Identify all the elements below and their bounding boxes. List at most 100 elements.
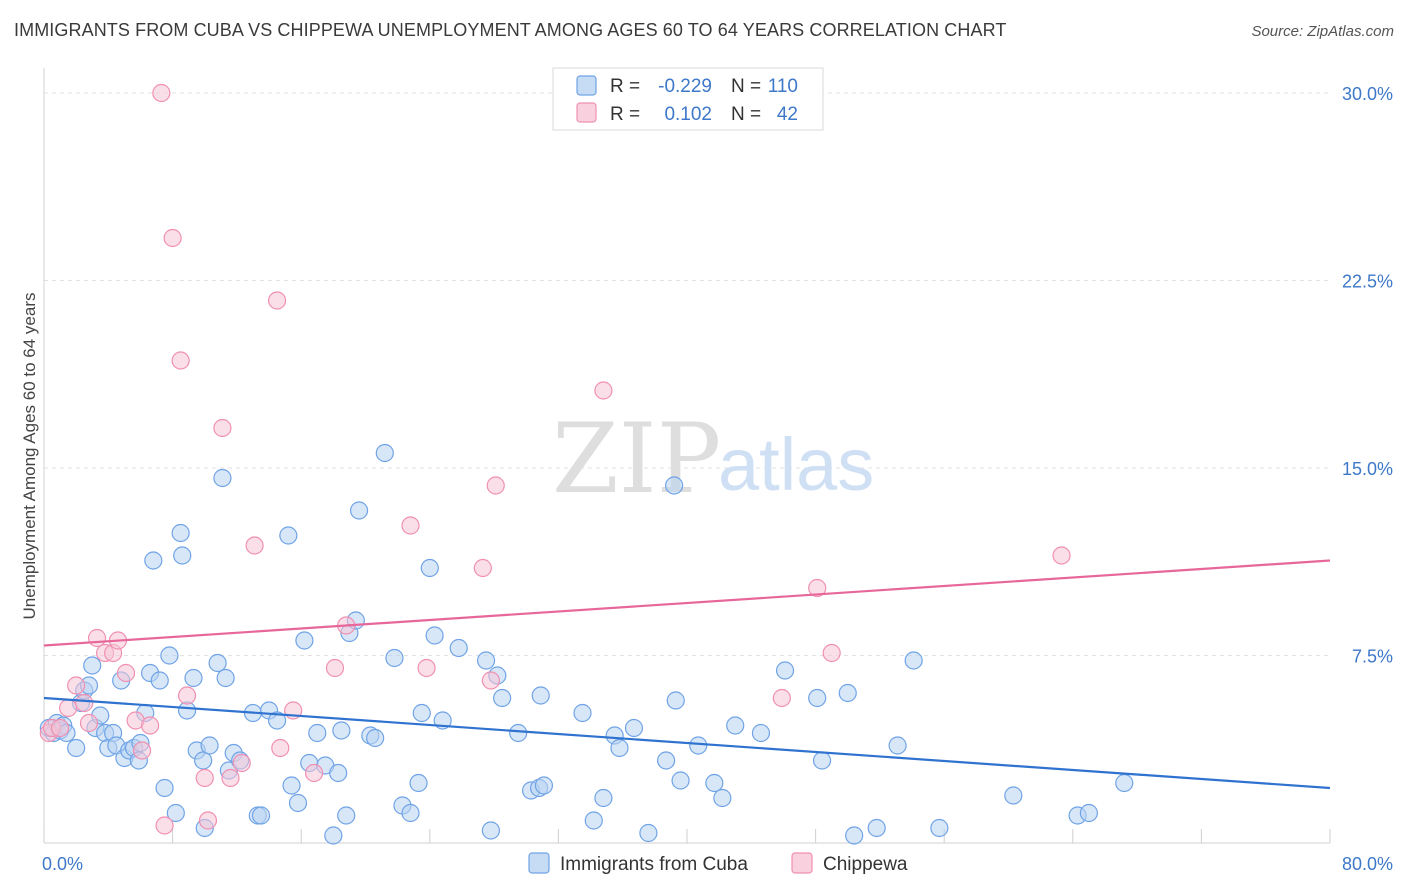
stats-box-frame: [552, 67, 824, 131]
point-chippewa-25: [245, 536, 264, 555]
point-cuba-111: [1079, 803, 1098, 823]
legend: Immigrants from Cuba Chippewa: [528, 852, 908, 875]
point-chippewa-2: [50, 718, 70, 738]
y-tick-label-0: 7.5%: [1352, 647, 1393, 667]
point-cuba-70: [412, 703, 431, 723]
point-cuba-26: [150, 671, 169, 690]
watermark-zip: ZIP: [552, 403, 721, 515]
point-chippewa-6: [79, 713, 99, 733]
point-chippewa-39: [808, 578, 827, 598]
stats-n-value-cuba: 110: [768, 76, 798, 97]
point-cuba-97: [713, 788, 732, 808]
grid-lines: [44, 92, 1330, 656]
point-cuba-75: [476, 651, 496, 670]
y-tick-labels: 7.5% 15.0% 22.5% 30.0%: [1342, 84, 1393, 667]
point-cuba-100: [775, 661, 795, 680]
point-chippewa-24: [232, 753, 251, 773]
y-tick-label-3: 30.0%: [1342, 84, 1393, 104]
point-cuba-58: [332, 721, 351, 740]
point-cuba-48: [267, 711, 287, 730]
point-cuba-103: [838, 683, 857, 703]
point-chippewa-41: [1052, 546, 1071, 565]
point-cuba-59: [337, 806, 356, 825]
point-cuba-108: [930, 818, 949, 838]
y-tick-label-1: 15.0%: [1342, 459, 1393, 479]
point-cuba-102: [812, 751, 832, 770]
point-cuba-64: [366, 728, 385, 748]
point-cuba-76: [481, 821, 500, 840]
point-cuba-74: [449, 638, 468, 658]
point-cuba-10: [83, 656, 102, 675]
point-cuba-40: [216, 668, 235, 688]
point-chippewa-3: [59, 698, 78, 718]
point-cuba-25: [144, 551, 163, 570]
point-chippewa-11: [116, 663, 136, 683]
point-chippewa-21: [198, 811, 218, 830]
point-chippewa-16: [155, 816, 174, 835]
stats-n-value-chippewa: 42: [777, 104, 798, 125]
point-chippewa-34: [473, 558, 492, 578]
y-tick-label-2: 22.5%: [1342, 272, 1393, 292]
point-chippewa-26: [267, 291, 287, 310]
point-cuba-51: [288, 793, 308, 813]
point-cuba-30: [171, 523, 190, 543]
point-chippewa-35: [481, 671, 500, 690]
point-cuba-101: [808, 688, 827, 708]
x-tick-label-0: 0.0%: [42, 854, 83, 874]
point-chippewa-36: [486, 476, 505, 495]
point-chippewa-22: [213, 418, 232, 438]
point-cuba-90: [639, 823, 658, 843]
point-cuba-56: [324, 826, 343, 845]
stats-r-label-chippewa: R =: [610, 104, 640, 125]
stats-n-label-cuba: N =: [731, 76, 761, 97]
point-cuba-28: [160, 646, 179, 665]
point-cuba-72: [425, 626, 444, 645]
point-chippewa-40: [822, 643, 841, 663]
point-cuba-104: [845, 826, 864, 845]
point-cuba-50: [282, 776, 301, 795]
point-cuba-29: [166, 803, 185, 823]
legend-swatch-chippewa: [791, 852, 813, 874]
stats-r-value-cuba: -0.229: [658, 76, 712, 97]
point-chippewa-4: [67, 676, 86, 695]
point-cuba-68: [401, 803, 420, 823]
point-cuba-66: [385, 648, 404, 668]
point-cuba-38: [208, 653, 227, 673]
legend-label-cuba: Immigrants from Cuba: [560, 854, 748, 875]
point-cuba-57: [329, 763, 348, 783]
point-cuba-98: [726, 716, 745, 735]
point-cuba-6: [67, 738, 86, 758]
point-cuba-71: [420, 558, 439, 578]
point-chippewa-5: [75, 693, 94, 713]
point-cuba-95: [689, 736, 708, 755]
point-cuba-49: [279, 526, 298, 545]
point-chippewa-37: [594, 381, 613, 400]
point-chippewa-29: [304, 763, 324, 783]
point-chippewa-13: [132, 741, 152, 760]
point-cuba-112: [1115, 773, 1134, 793]
point-cuba-82: [531, 686, 550, 705]
point-cuba-89: [624, 718, 644, 738]
legend-swatch-cuba: [528, 852, 550, 874]
point-cuba-39: [213, 468, 232, 488]
point-cuba-83: [534, 776, 554, 795]
chart-title: IMMIGRANTS FROM CUBA VS CHIPPEWA UNEMPLO…: [14, 20, 1007, 40]
point-chippewa-18: [171, 351, 190, 370]
point-chippewa-14: [140, 716, 160, 735]
point-cuba-93: [666, 691, 685, 710]
point-chippewa-32: [401, 516, 420, 535]
x-tick-labels: 0.0% 80.0%: [42, 854, 1393, 874]
trend-line-chippewa: [43, 559, 1331, 647]
point-cuba-27: [155, 778, 174, 798]
source-label: Source: ZipAtlas.com: [1251, 23, 1394, 40]
stats-r-label-cuba: R =: [610, 76, 640, 97]
point-cuba-52: [295, 631, 314, 650]
point-cuba-79: [509, 723, 528, 743]
point-cuba-96: [705, 773, 724, 793]
point-chippewa-19: [177, 686, 197, 705]
point-cuba-37: [200, 736, 219, 755]
x-tick-label-1: 80.0%: [1342, 854, 1393, 874]
point-cuba-85: [584, 811, 603, 830]
point-chippewa-20: [195, 768, 214, 788]
